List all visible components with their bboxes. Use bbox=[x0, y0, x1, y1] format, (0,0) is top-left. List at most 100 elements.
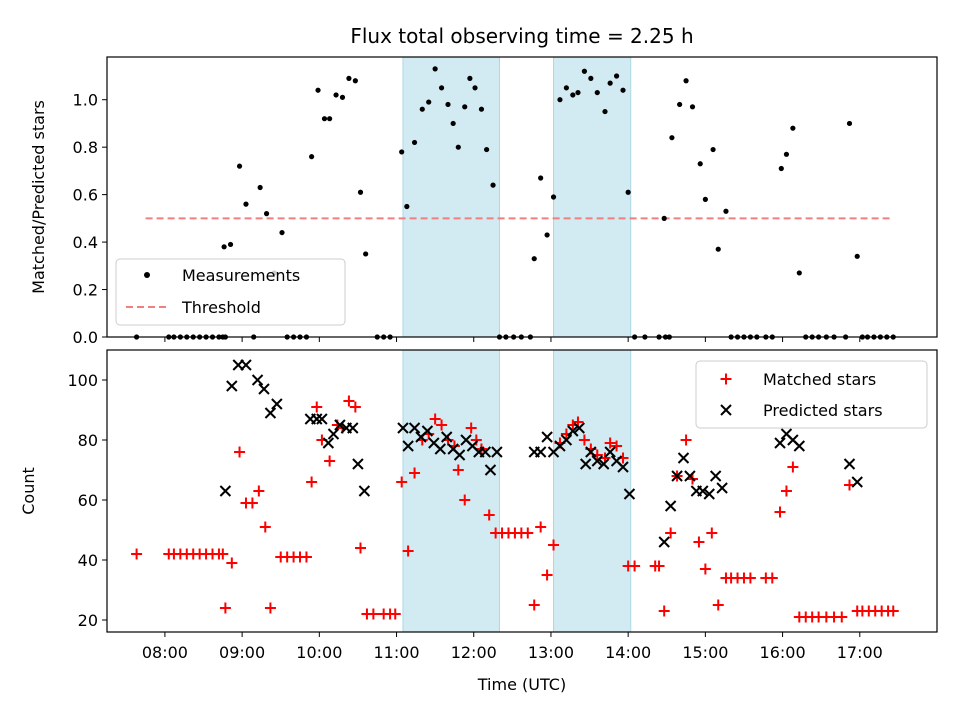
measurement-point bbox=[339, 94, 346, 100]
predicted-star-point bbox=[658, 536, 670, 548]
matched-star-point bbox=[226, 557, 238, 569]
predicted-star-point bbox=[774, 437, 786, 449]
predicted-star-point bbox=[484, 464, 497, 476]
matched-star-point bbox=[780, 485, 792, 497]
predicted-star-point bbox=[327, 428, 340, 440]
y-axis-label: Matched/Predicted stars bbox=[29, 100, 48, 294]
measurement-point bbox=[462, 104, 468, 110]
measurement-point bbox=[438, 85, 445, 91]
measurement-point bbox=[575, 89, 581, 96]
legend-box bbox=[695, 360, 928, 429]
measurement-point bbox=[854, 253, 860, 259]
matched-star-point bbox=[253, 485, 265, 497]
matched-star-point bbox=[465, 422, 477, 434]
predicted-star-point bbox=[240, 359, 252, 371]
measurement-point bbox=[333, 92, 339, 98]
measurement-point bbox=[697, 161, 703, 167]
matched-star-point bbox=[389, 608, 401, 620]
observing-window-shade bbox=[553, 349, 632, 633]
measurement-point bbox=[279, 229, 285, 236]
predicted-star-point bbox=[851, 476, 863, 488]
matched-star-point bbox=[699, 563, 711, 575]
predicted-star-point bbox=[709, 470, 722, 482]
measurement-point bbox=[602, 108, 608, 115]
predicted-star-point bbox=[560, 434, 573, 446]
measurement-point bbox=[702, 196, 708, 202]
x-tick-label: 14:00 bbox=[605, 643, 651, 662]
measurement-point bbox=[315, 87, 321, 93]
predicted-star-point bbox=[441, 431, 453, 443]
predicted-star-point bbox=[358, 485, 371, 497]
matched-star-point bbox=[744, 572, 756, 584]
predicted-star-point bbox=[226, 380, 238, 392]
x-tick-label: 13:00 bbox=[528, 643, 574, 662]
matched-star-point bbox=[712, 599, 724, 611]
y-tick-label: 20 bbox=[78, 611, 98, 630]
x-tick-label: 15:00 bbox=[682, 643, 728, 662]
matched-star-point bbox=[522, 527, 534, 539]
measurement-point bbox=[236, 163, 243, 169]
measurement-point bbox=[538, 175, 544, 181]
legend-matched-marker bbox=[720, 373, 732, 385]
measurement-point bbox=[790, 125, 796, 131]
measurement-point bbox=[588, 75, 594, 81]
measurement-point bbox=[404, 203, 410, 210]
predicted-star-point bbox=[617, 461, 629, 473]
y-tick-label: 1.0 bbox=[73, 91, 98, 110]
legend-predicted-marker bbox=[720, 404, 732, 416]
measurement-point bbox=[563, 85, 569, 91]
measurement-point bbox=[723, 208, 729, 214]
predicted-star-point bbox=[311, 413, 323, 425]
x-tick-label: 12:00 bbox=[451, 643, 497, 662]
matched-star-point bbox=[234, 446, 246, 458]
matched-star-point bbox=[706, 527, 718, 539]
measurement-point bbox=[484, 146, 490, 153]
measurement-point bbox=[257, 184, 263, 191]
y-tick-label: 0.6 bbox=[73, 186, 98, 205]
x-tick-label: 09:00 bbox=[219, 643, 265, 662]
chart-title: Flux total observing time = 2.25 h bbox=[350, 24, 693, 48]
predicted-star-point bbox=[684, 470, 696, 482]
matched-star-point bbox=[452, 464, 464, 476]
matched-star-point bbox=[658, 605, 670, 617]
measurement-point bbox=[399, 149, 405, 155]
measurement-point bbox=[263, 211, 270, 217]
top-panel: 0.0 0.2 0.4 0.6 0.8 1.0 Matched/Predicted star… bbox=[29, 56, 938, 347]
measurement-point bbox=[661, 215, 667, 221]
matched-star-point bbox=[311, 401, 323, 413]
predicted-star-point bbox=[322, 437, 335, 449]
predicted-star-point bbox=[793, 440, 806, 452]
matched-star-point bbox=[774, 506, 786, 518]
predicted-star-point bbox=[579, 458, 592, 470]
measurement-point bbox=[467, 75, 473, 81]
measurement-point bbox=[715, 246, 721, 252]
matched-star-point bbox=[665, 527, 677, 539]
measurement-point bbox=[620, 87, 626, 93]
measurement-point bbox=[677, 101, 683, 108]
measurement-point bbox=[594, 89, 600, 96]
matched-star-point bbox=[548, 539, 560, 551]
predicted-star-point bbox=[479, 446, 492, 458]
measurement-point bbox=[309, 154, 315, 160]
predicted-star-point bbox=[453, 449, 466, 461]
matched-star-point bbox=[402, 545, 414, 557]
predicted-star-point bbox=[421, 425, 434, 437]
measurement-point bbox=[327, 116, 333, 122]
matched-star-point bbox=[680, 434, 692, 446]
matched-star-point bbox=[355, 542, 367, 554]
measurement-point bbox=[363, 251, 369, 257]
matched-star-point bbox=[528, 599, 540, 611]
measurement-point bbox=[783, 151, 790, 157]
axes-frame bbox=[106, 56, 938, 338]
predicted-star-point bbox=[397, 422, 409, 434]
matched-star-point bbox=[306, 476, 318, 488]
y-tick-label: 40 bbox=[78, 551, 98, 570]
measurement-point bbox=[432, 66, 438, 72]
predicted-star-point bbox=[534, 446, 547, 458]
measurement-point bbox=[352, 78, 358, 84]
matched-star-point bbox=[766, 572, 778, 584]
measurement-point bbox=[450, 120, 456, 127]
measurement-point bbox=[411, 139, 418, 146]
measurement-point bbox=[455, 144, 461, 150]
